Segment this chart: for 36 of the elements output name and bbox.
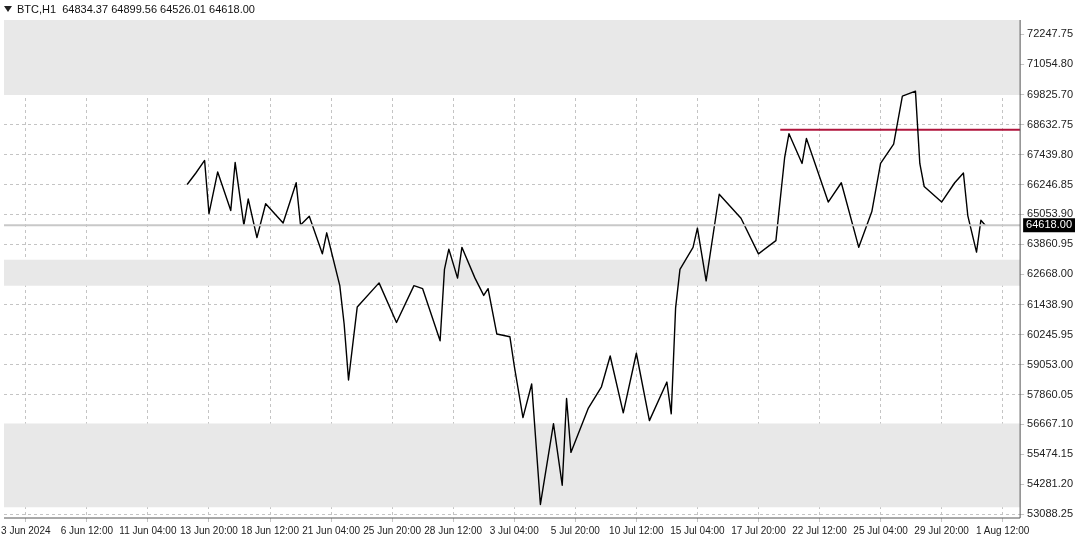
y-tick-label: 55474.15	[1027, 447, 1074, 460]
x-tick-label: 21 Jun 04:00	[302, 524, 361, 536]
y-tick-label: 66246.85	[1027, 177, 1074, 190]
x-tick-label: 3 Jul 04:00	[489, 524, 540, 536]
ref-line-label: 64618.00	[1026, 218, 1073, 231]
y-tick-label: 69825.70	[1027, 88, 1074, 100]
y-tick-label: 68632.75	[1027, 117, 1074, 130]
y-tick-label: 72247.75	[1027, 27, 1074, 40]
x-tick-label: 15 Jul 04:00	[670, 524, 726, 536]
y-tick-label: 62668.00	[1027, 267, 1074, 280]
y-tick-label: 71054.80	[1027, 57, 1074, 70]
x-tick-label: 17 Jul 20:00	[731, 524, 787, 536]
y-tick-label: 67439.80	[1027, 147, 1074, 160]
y-tick-label: 65053.90	[1027, 207, 1074, 220]
x-tick-label: 25 Jun 20:00	[363, 524, 422, 536]
y-tick-label: 60245.95	[1027, 327, 1074, 340]
x-tick-label: 25 Jul 04:00	[853, 524, 909, 536]
x-tick-label: 1 Aug 12:00	[975, 524, 1030, 536]
y-tick-label: 57860.05	[1027, 387, 1074, 400]
x-tick-label: 22 Jul 12:00	[792, 524, 848, 536]
y-tick-label: 59053.00	[1027, 357, 1074, 370]
x-tick-label: 13 Jun 20:00	[180, 524, 239, 536]
x-tick-label: 3 Jun 2024	[1, 524, 51, 536]
x-tick-label: 6 Jun 12:00	[60, 524, 114, 536]
x-tick-label: 28 Jun 12:00	[424, 524, 483, 536]
y-tick-label: 61438.90	[1027, 297, 1074, 310]
y-tick-label: 63860.95	[1027, 237, 1074, 250]
x-tick-label: 29 Jul 20:00	[914, 524, 970, 536]
y-tick-label: 53088.25	[1027, 507, 1074, 520]
y-tick-label: 56667.10	[1027, 417, 1074, 430]
chart-title: BTC,H1 64834.37 64899.56 64526.01 64618.00	[17, 3, 255, 15]
x-tick-label: 18 Jun 12:00	[241, 524, 300, 536]
x-tick-label: 11 Jun 04:00	[119, 524, 177, 536]
x-tick-label: 10 Jul 12:00	[609, 524, 665, 536]
x-tick-label: 5 Jul 20:00	[550, 524, 601, 536]
y-tick-label: 54281.20	[1027, 477, 1074, 490]
